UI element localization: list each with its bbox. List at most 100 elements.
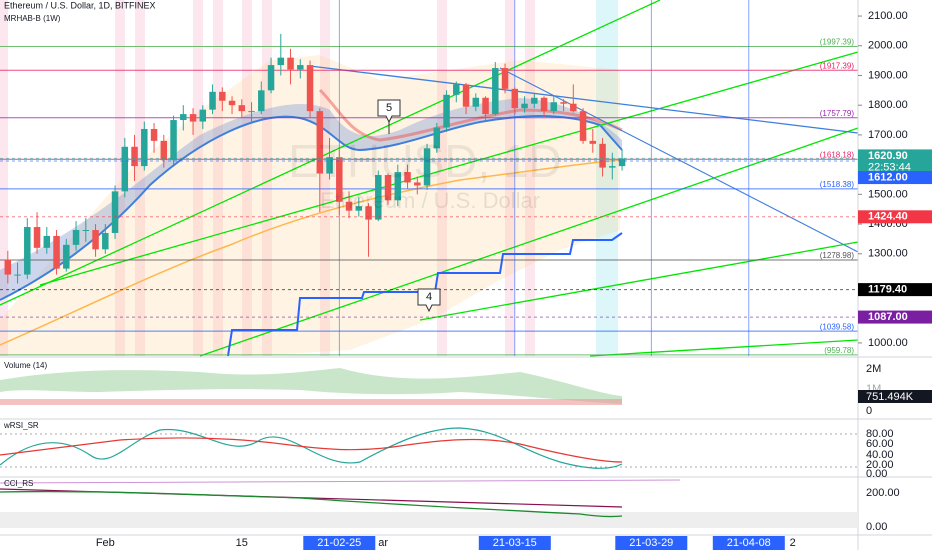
panel-tick: 0 [866,405,872,417]
cci-zone [0,512,858,528]
candle-body [72,230,80,245]
y-tick-label: 1300.00 [868,248,908,260]
trend-line [39,51,859,286]
wave-box [417,288,441,313]
candle-body [423,148,431,186]
price-tag [858,171,932,185]
y-tick-label: 2100.00 [868,10,908,22]
candle-body [199,109,207,122]
rsi-line [0,427,623,469]
watermark: ETHUSD, 1D [288,135,561,187]
candle-body [248,111,255,113]
candles [0,0,858,356]
candle-body [33,227,41,248]
level-label: (959.78) [824,346,854,355]
x-tick-label: ar [378,537,388,549]
candle-body [453,84,460,95]
x-tick-label: 21-03-15 [493,537,537,549]
candle-body [267,65,275,91]
candle-body [170,120,177,161]
level-label: (1278.98) [820,251,855,260]
candle-body [472,97,480,107]
x-tick-label: 15 [236,537,248,549]
candle-body [560,102,567,104]
panel-tick: 40.00 [866,449,894,461]
panel-tick: 0.00 [866,468,887,480]
candle-body [521,103,528,109]
candle-body [365,206,372,220]
candle-body [219,91,226,101]
candle-body [316,111,324,174]
level-label: (1757.79) [820,109,855,118]
candle-body [258,90,265,112]
rsi-signal [0,437,623,463]
candle-body [345,201,353,211]
price-tag-label: 1179.40 [868,284,907,296]
price-tag-label: 1612.00 [868,171,908,183]
ema-line [0,115,623,301]
wave-label: 5 4 [377,99,441,313]
y-tick-label: 1000.00 [868,337,908,349]
candle-body [141,128,148,167]
band [242,0,252,356]
wave-text: 4 [426,291,432,303]
panel-title: CCI_RS [4,479,33,488]
candle-body [14,274,21,276]
candle-body [53,235,60,269]
candle-body [375,175,382,220]
candle-body [24,227,31,275]
trend-line [199,127,859,357]
cci-value [0,490,623,518]
watermark-subtitle: Ethereum / U.S. Dollar [320,188,540,213]
candle-body [306,65,314,112]
candle-body [336,157,343,202]
candle-body [579,111,587,141]
x-tick-label: 2 [790,537,796,549]
session-bands [0,0,618,356]
y-tick-label: 1800.00 [868,99,908,111]
candle-body [599,143,606,168]
candle-body [277,57,285,66]
x-tick-label: 21-02-25 [317,537,361,549]
envelope [0,55,620,356]
candle-body [209,91,216,110]
candle-body [111,191,119,233]
indicator-label: MRHAB-B (1W) [4,14,61,23]
panel-tick: 2M [866,363,881,375]
candle-body [121,146,129,192]
candle-body [589,140,597,144]
ema-ribbon [0,98,622,300]
y-tick-label: 1700.00 [868,129,908,141]
candle-body [414,182,421,186]
candle-body [618,158,626,167]
candle-body [462,84,470,107]
candle-body [550,102,558,112]
candle-body [433,127,441,149]
level-label: (1518.38) [820,180,855,189]
band [135,0,145,356]
y-tick-label: 1900.00 [868,69,908,81]
candle-body [189,114,197,122]
candle-body [443,94,450,128]
sma-line [0,159,623,346]
date-highlight [712,536,785,550]
countdown: 22:53:44 [868,161,911,173]
panel-tick: 20.00 [866,459,894,471]
candle-body [287,57,294,70]
date-highlight [615,536,688,550]
candle-body [4,259,12,275]
candle-body [384,175,392,201]
x-tick-label: 21-03-29 [629,537,673,549]
panel-tick: 0.00 [866,521,887,533]
band [262,0,272,356]
band [0,0,8,356]
candle-body [394,172,402,201]
level-label: (1997.39) [820,38,855,47]
band [193,0,203,356]
date-highlight [478,536,551,550]
candle-body [150,128,158,141]
band [213,0,223,356]
price-tag-label: 1424.40 [868,211,908,223]
candle-body [531,97,538,104]
